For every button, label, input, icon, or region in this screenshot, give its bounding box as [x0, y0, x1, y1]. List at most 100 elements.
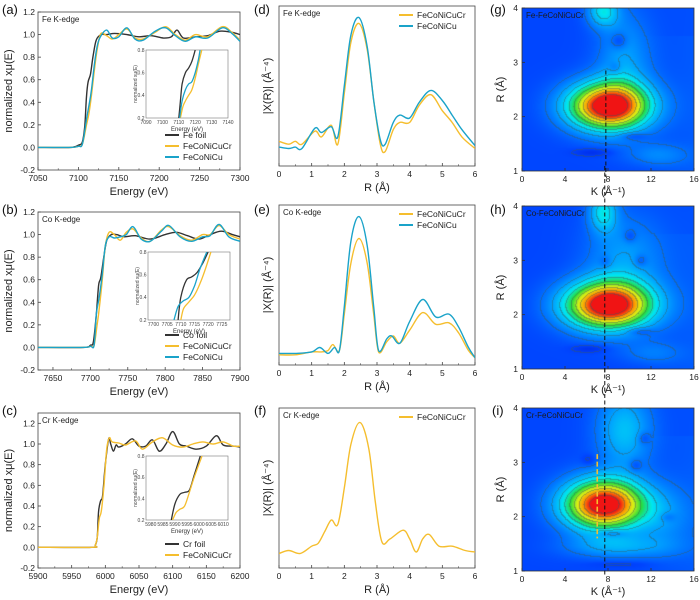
panel-c: (c) 5900 5950 6000 6050 6100 6150 6200 -0.2 0.0 0.… [2, 403, 250, 596]
y-tick-label: 1 [513, 166, 518, 176]
y-tick-label: 0.2 [23, 522, 35, 532]
x-tick-label: 2 [342, 368, 347, 378]
y-tick-label: 0.0 [23, 342, 35, 352]
series-group [279, 16, 475, 154]
y-tick-label: 0.8 [23, 252, 35, 262]
y-tick-label: 0.4 [23, 297, 35, 307]
map-title: Fe-FeCoNiCuCr [526, 11, 584, 20]
inset-x-axis-label: Energy (eV) [171, 529, 203, 535]
wavelet-heatmap [522, 206, 694, 369]
map-title: Cr-FeCoNiCuCr [526, 411, 583, 420]
series-group [279, 215, 475, 359]
inset-series-group [178, 50, 203, 118]
y-tick-label: 0.8 [23, 460, 35, 470]
x-tick-label: 0 [520, 372, 525, 382]
inset-y-tick-label: 0.4 [140, 295, 147, 301]
inset-x-tick-label: 5995 [181, 522, 192, 528]
inset-x-tick-label: 7725 [216, 322, 227, 328]
y-tick-label: 0.4 [23, 97, 35, 107]
x-tick-label: 3 [375, 571, 380, 581]
inset-x-tick-label: 7720 [203, 322, 214, 328]
y-tick-label: 1.0 [23, 439, 35, 449]
x-tick-label: 12 [646, 174, 656, 184]
x-tick-label: 1 [309, 169, 314, 179]
inset-x-tick-label: 7090 [140, 120, 151, 126]
panel-a: (a) 7050 7100 7150 7200 7250 7300 -0.2 0.0 0.2 0.4… [2, 2, 250, 198]
y-axis-label: |X(R)| (Å⁻⁴) [261, 58, 274, 115]
y-tick-label: 0.4 [23, 501, 35, 511]
x-tick-label: 6100 [163, 571, 182, 581]
wavelet-heatmap [522, 408, 694, 571]
x-tick-label: 1 [309, 368, 314, 378]
x-tick-label: 3 [375, 169, 380, 179]
inset-x-tick-label: 5985 [157, 522, 168, 528]
y-tick-label: 4 [513, 3, 518, 13]
legend-label: FeCoNiCuCr [417, 412, 466, 422]
x-tick-label: 2 [342, 571, 347, 581]
panel-label: (g) [490, 2, 506, 17]
x-tick-label: 5 [440, 169, 445, 179]
x-tick-label: 5 [440, 571, 445, 581]
legend-label: FeCoNiCuCr [417, 10, 466, 20]
x-tick-label: 0 [520, 174, 525, 184]
x-axis-label: R (Å) [364, 181, 390, 194]
inset-series-group [173, 252, 212, 320]
edge-label: Cr K-edge [42, 416, 79, 425]
plot-frame [278, 5, 476, 167]
inset-series-line [178, 50, 196, 118]
inset-y-tick-label: 0.2 [140, 318, 147, 324]
x-tick-label: 4 [563, 372, 568, 382]
series-line-feconicucr [279, 237, 475, 359]
y-tick-label: 1 [513, 566, 518, 576]
legend-label: FeCoNiCu [183, 152, 223, 162]
x-tick-label: 2 [342, 169, 347, 179]
panel-label: (i) [492, 403, 504, 418]
inset-x-axis-label: Energy (eV) [171, 127, 203, 133]
wavelet-heatmap [522, 8, 694, 171]
inset-x-tick-label: 7130 [206, 120, 217, 126]
inset-y-tick-label: 0.2 [138, 116, 145, 122]
series-line-feconicucr [38, 436, 240, 549]
edge-label: Fe K-edge [283, 9, 321, 18]
x-tick-label: 16 [689, 174, 699, 184]
x-axis-label: R (Å) [364, 380, 390, 393]
edge-label: Cr K-edge [283, 411, 320, 420]
inset-x-tick-label: 7715 [189, 322, 200, 328]
inset-y-tick-label: 0.8 [138, 454, 145, 460]
y-tick-label: -0.2 [20, 563, 35, 573]
inset-y-tick-label: 0.4 [138, 496, 145, 502]
legend-label: Fe foil [183, 130, 206, 140]
y-axis-label: normalized xμ(E) [3, 49, 15, 132]
series-line-feconicu [38, 223, 240, 349]
edge-label: Co K-edge [42, 215, 81, 224]
inset-series-group [170, 456, 203, 520]
x-tick-label: 12 [646, 372, 656, 382]
inset-y-axis-label: normalized xμ(E) [133, 65, 139, 103]
x-tick-label: 7150 [109, 173, 128, 183]
y-tick-label: 2 [513, 512, 518, 522]
x-tick-label: 1 [309, 571, 314, 581]
panel-label: (a) [2, 2, 18, 17]
legend-label: FeCoNiCuCr [183, 341, 232, 351]
inset-x-tick-label: 7120 [190, 120, 201, 126]
x-tick-label: 7850 [193, 373, 212, 383]
series-group [279, 421, 475, 555]
x-axis-label: R (Å) [364, 583, 390, 596]
inset-x-tick-label: 7100 [157, 120, 168, 126]
y-axis-label: R (Å) [494, 275, 507, 301]
series-group [38, 430, 240, 549]
x-tick-label: 16 [689, 372, 699, 382]
panel-d: (d) 0 1 2 3 4 5 6 R (Å) |X(R)| (Å⁻⁴) Fe K-edge FeCo… [254, 2, 478, 194]
y-tick-label: 1.2 [23, 7, 35, 17]
inset-x-axis-label: Energy (eV) [173, 329, 205, 335]
y-tick-label: 2 [513, 112, 518, 122]
series-line-feconicu [38, 26, 240, 149]
y-tick-label: 2 [513, 310, 518, 320]
series-line-cr-foil [38, 430, 240, 549]
y-tick-label: 1 [513, 364, 518, 374]
legend-label: FeCoNiCu [417, 220, 457, 230]
panel-label: (f) [254, 403, 266, 418]
inset-y-tick-label: 0.6 [140, 272, 147, 278]
inset-x-tick-label: 7705 [162, 322, 173, 328]
